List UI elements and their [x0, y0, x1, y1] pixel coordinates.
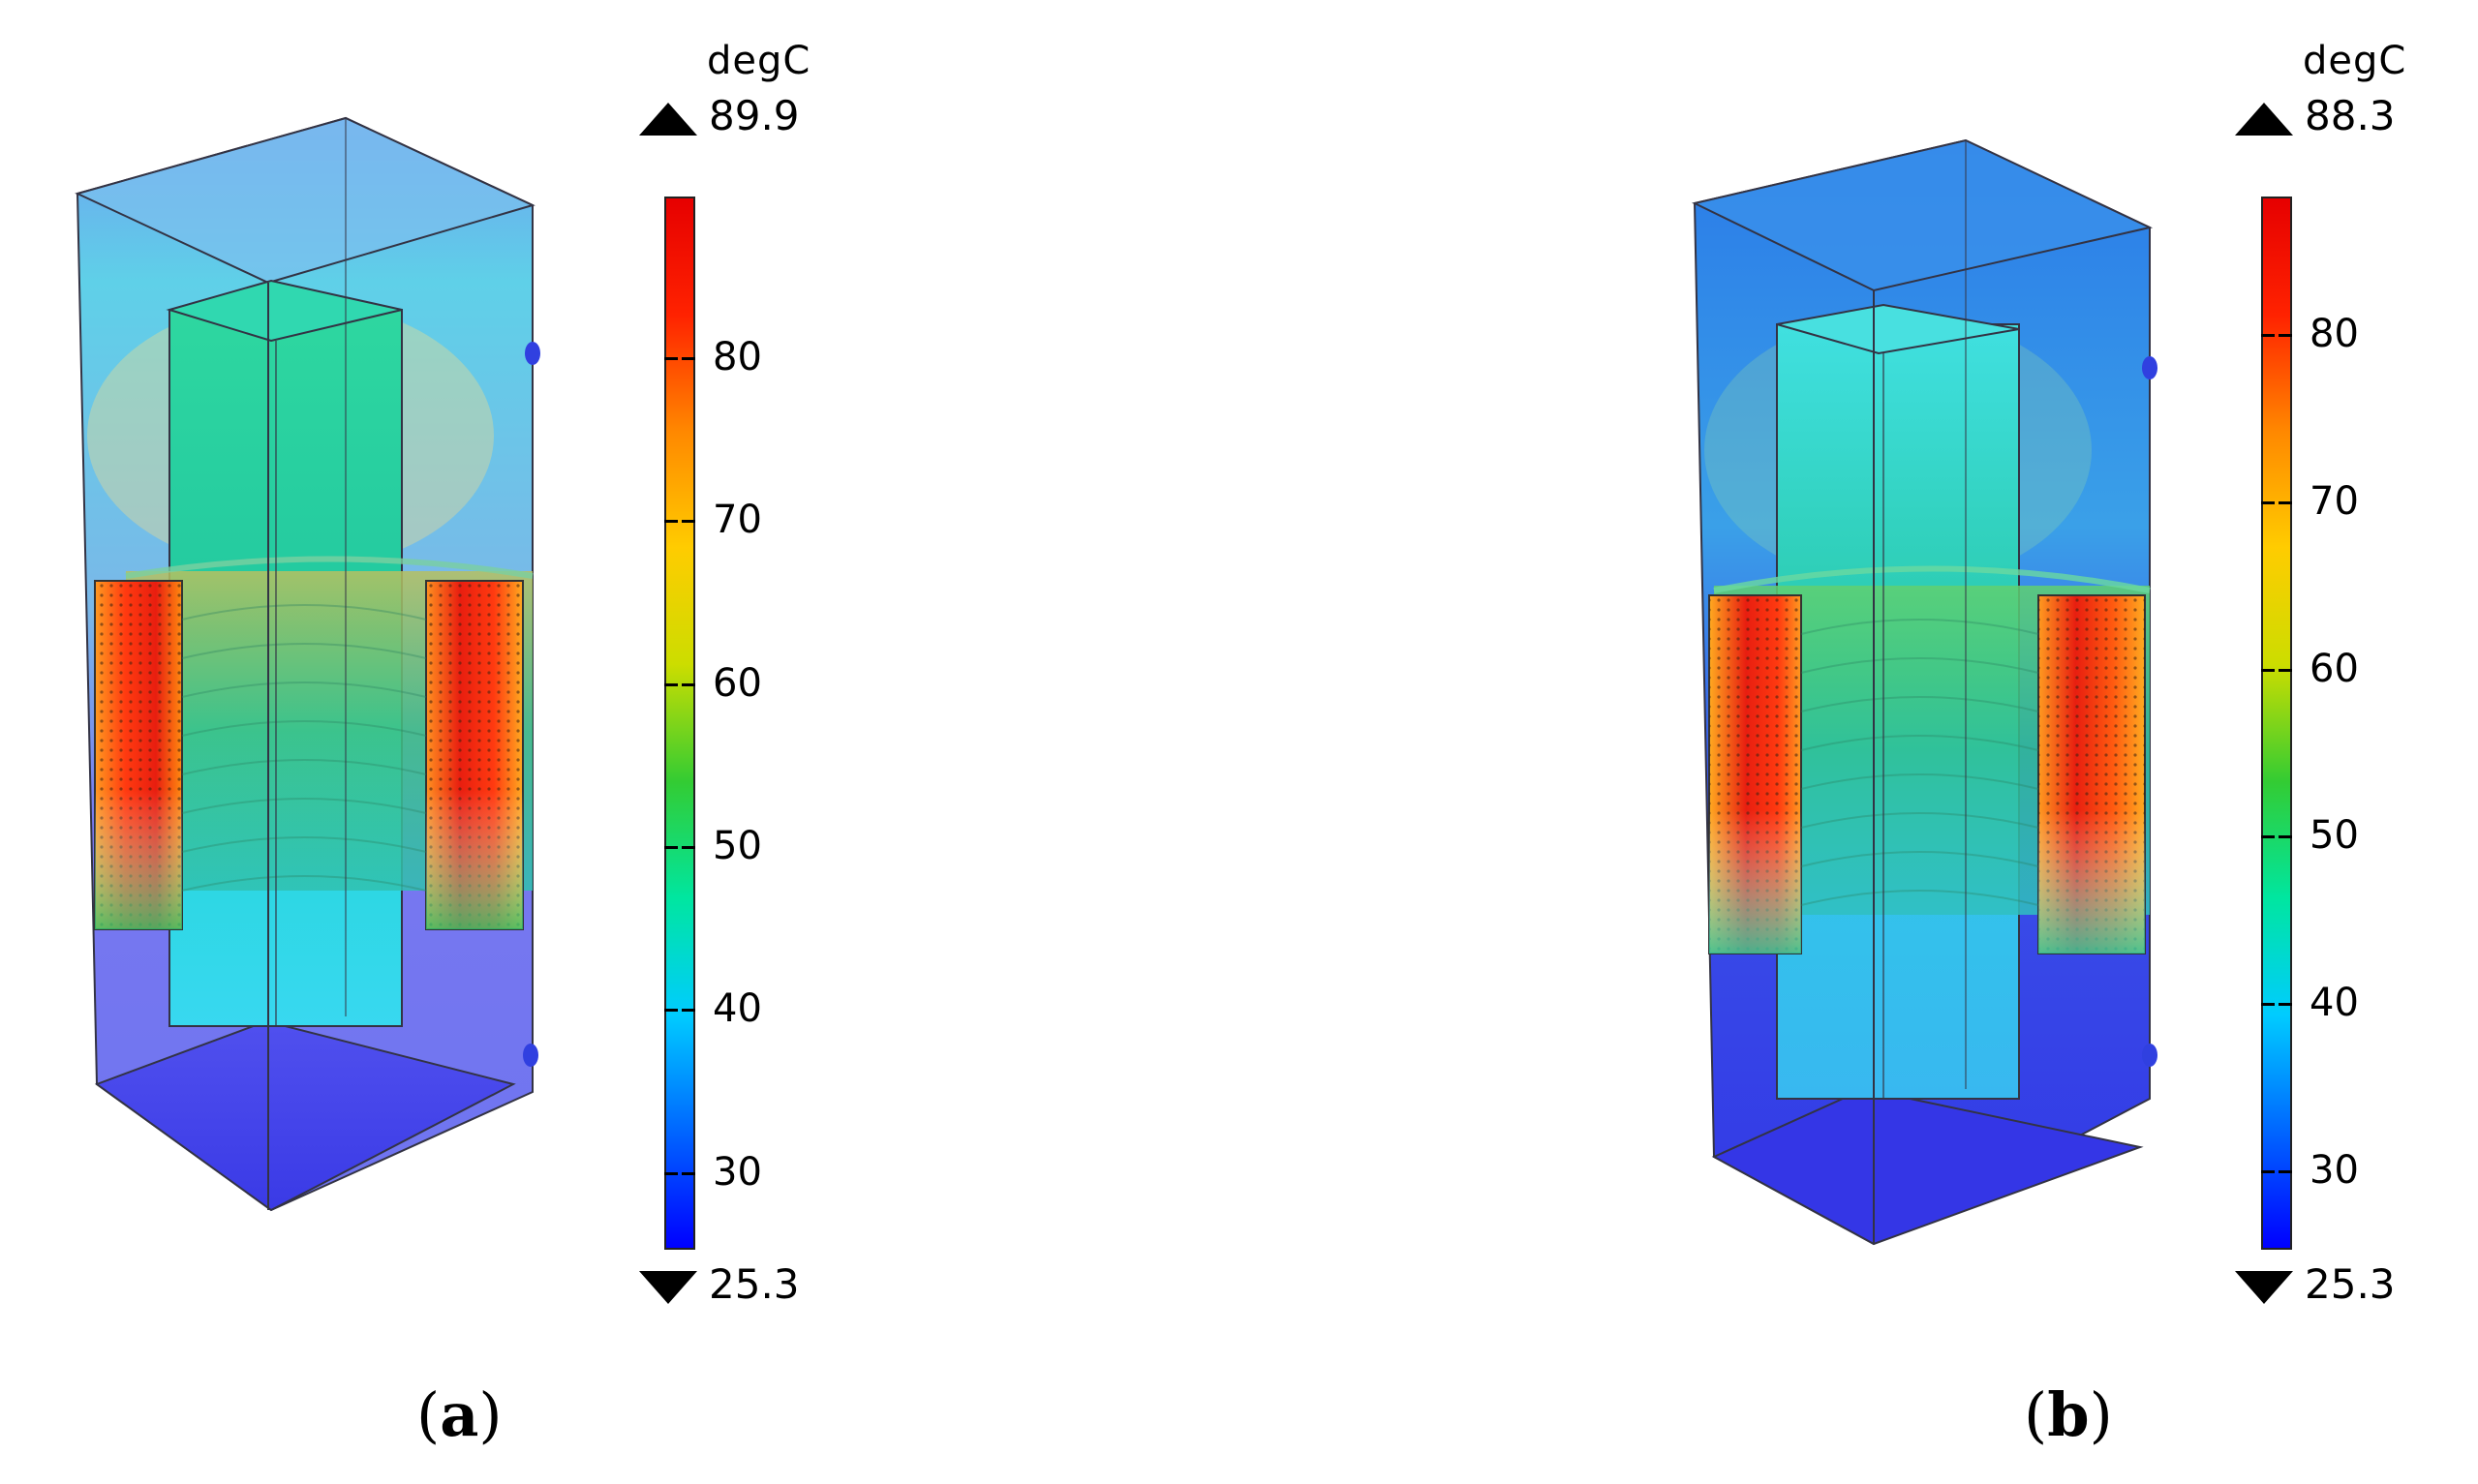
colorbar-tick-mark: [2261, 334, 2275, 338]
colorbar-tick-mark: [682, 846, 695, 849]
panel-label-a: (a): [416, 1379, 503, 1450]
colorbar-unit-label: degC: [707, 39, 811, 83]
colorbar-tick-label: 60: [2310, 646, 2359, 691]
colorbar-tick-mark: [2279, 1003, 2292, 1007]
colorbar-min-label: 25.3: [2235, 1260, 2396, 1308]
colorbar-tick-mark: [682, 1171, 695, 1175]
colorbar-tick-mark: [664, 1009, 678, 1013]
colorbar-tick-mark: [664, 1171, 678, 1175]
colorbar-tick-label: 30: [713, 1149, 762, 1195]
colorbar-tick-mark: [2261, 1003, 2275, 1007]
colorbar-tick-mark: [682, 1009, 695, 1013]
colorbar-tick-label: 50: [713, 824, 762, 868]
colorbar-tick-label: 50: [2310, 813, 2359, 859]
colorbar-max-label: 89.9: [639, 92, 800, 139]
colorbar-tick-mark: [2279, 668, 2292, 672]
colorbar-tick-mark: [664, 682, 678, 686]
colorbar-tick-mark: [682, 356, 695, 360]
colorbar-unit-label: degC: [2303, 39, 2407, 83]
colorbar-tick-mark: [664, 520, 678, 524]
colorbar-tick-label: 60: [713, 660, 762, 706]
max-arrow-icon: [2235, 102, 2293, 136]
colorbar-tick-mark: [2261, 668, 2275, 672]
colorbar-tick-mark: [2279, 835, 2292, 839]
colorbar-tick-label: 70: [2310, 479, 2359, 525]
colorbar-tick-mark: [2279, 1169, 2292, 1173]
colorbar-tick-label: 80: [713, 334, 762, 379]
min-arrow-icon: [2235, 1270, 2293, 1304]
colorbar-tick-mark: [2261, 835, 2275, 839]
colorbar-a: degC 89.9 80 70 60 50 40 30 25.3: [629, 39, 881, 1317]
colorbar-gradient: [664, 197, 695, 1250]
colorbar-gradient: [2261, 197, 2292, 1250]
colorbar-tick-mark: [682, 520, 695, 524]
colorbar-tick-label: 80: [2310, 312, 2359, 357]
panel-label-b: (b): [2024, 1379, 2113, 1450]
colorbar-tick-label: 40: [2310, 981, 2359, 1026]
colorbar-tick-label: 70: [713, 498, 762, 543]
colorbar-tick-mark: [664, 846, 678, 849]
panel-b: degC 88.3 80 70 60 50 40 30 25.3 (b): [1569, 0, 2478, 1484]
colorbar-b: degC 88.3 80 70 60 50 40 30 25.3: [2227, 39, 2478, 1317]
colorbar-tick-mark: [2261, 501, 2275, 505]
colorbar-tick-mark: [2279, 334, 2292, 338]
thermal-model-3d-b: [1692, 138, 2157, 1246]
colorbar-tick-mark: [682, 682, 695, 686]
max-arrow-icon: [639, 102, 697, 136]
colorbar-tick-label: 30: [2310, 1147, 2359, 1193]
min-arrow-icon: [639, 1270, 697, 1304]
colorbar-max-label: 88.3: [2235, 92, 2396, 139]
colorbar-tick-mark: [2279, 501, 2292, 505]
colorbar-min-label: 25.3: [639, 1260, 800, 1308]
panel-a: degC 89.9 80 70 60 50 40 30 25.3 (a): [0, 0, 1065, 1484]
colorbar-tick-mark: [2261, 1169, 2275, 1173]
colorbar-tick-mark: [664, 356, 678, 360]
colorbar-tick-label: 40: [713, 986, 762, 1032]
thermal-model-3d-a: [75, 116, 540, 1212]
